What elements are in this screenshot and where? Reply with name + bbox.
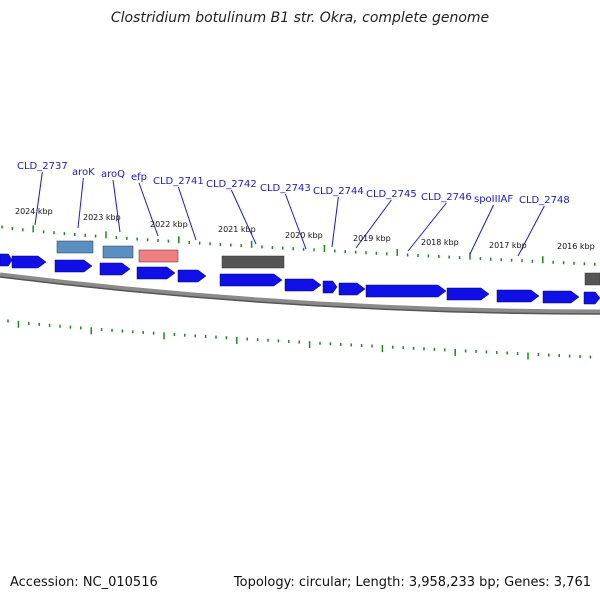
gene-label: aroK bbox=[72, 167, 95, 178]
rna-feature bbox=[56, 240, 94, 254]
gene-label: CLD_2743 bbox=[260, 183, 311, 194]
label-leader-line bbox=[77, 177, 84, 229]
label-leader-line bbox=[112, 179, 121, 233]
cds-feature bbox=[99, 262, 131, 276]
cds-feature bbox=[322, 280, 338, 294]
label-leader-line bbox=[407, 202, 447, 252]
kbp-tick-label: 2016 kbp bbox=[557, 242, 595, 251]
misc-feature bbox=[584, 272, 600, 286]
kbp-tick-label: 2021 kbp bbox=[218, 225, 256, 234]
kbp-tick-label: 2019 kbp bbox=[353, 234, 391, 243]
rna-feature bbox=[102, 245, 134, 259]
label-leader-line bbox=[34, 171, 43, 226]
cds-feature bbox=[177, 269, 207, 283]
label-leader-line bbox=[331, 196, 339, 248]
cds-feature bbox=[54, 259, 93, 273]
kbp-labels: 2024 kbp 2023 kbp 2022 kbp 2021 kbp 2020 kbp… bbox=[15, 207, 595, 251]
cds-feature bbox=[496, 289, 540, 303]
cds-feature bbox=[11, 255, 47, 269]
gene-label: CLD_2742 bbox=[206, 179, 257, 190]
cds-feature bbox=[0, 253, 13, 267]
genome-backbone bbox=[0, 272, 600, 315]
genome-backbone-shade bbox=[0, 276, 600, 315]
gene-label: spoIIIAF bbox=[474, 194, 513, 205]
cds-feature bbox=[284, 278, 322, 292]
cds-feature bbox=[338, 282, 366, 296]
cds-feature bbox=[583, 291, 600, 305]
gene-label: CLD_2741 bbox=[153, 176, 204, 187]
genome-summary-text: Topology: circular; Length: 3,958,233 bp… bbox=[233, 575, 591, 590]
kbp-tick-label: 2017 kbp bbox=[489, 241, 527, 250]
gene-label: aroQ bbox=[101, 169, 125, 180]
gene-label: CLD_2737 bbox=[17, 161, 68, 172]
cds-feature bbox=[219, 273, 283, 287]
misc-feature bbox=[221, 255, 285, 269]
cds-feature bbox=[365, 284, 447, 298]
cds-feature bbox=[542, 290, 580, 304]
label-leader-line bbox=[230, 189, 257, 245]
cds-feature bbox=[136, 266, 176, 280]
gene-label: CLD_2745 bbox=[366, 189, 417, 200]
kbp-tick-label: 2022 kbp bbox=[150, 220, 188, 229]
kbp-tick-label: 2024 kbp bbox=[15, 207, 53, 216]
kbp-tick-label: 2020 kbp bbox=[285, 231, 323, 240]
feature-track bbox=[0, 240, 600, 305]
label-leader-lines bbox=[34, 171, 545, 257]
label-leader-line bbox=[355, 199, 392, 249]
label-leader-line bbox=[517, 205, 545, 257]
gene-label: CLD_2748 bbox=[519, 195, 570, 206]
label-leader-line bbox=[469, 204, 495, 255]
label-leader-line bbox=[177, 186, 197, 241]
inner-tick-marks bbox=[7, 319, 592, 360]
gene-label: CLD_2744 bbox=[313, 186, 364, 197]
highlighted-feature bbox=[138, 249, 179, 263]
cds-feature bbox=[446, 287, 490, 301]
label-leader-line bbox=[138, 182, 159, 237]
gene-label: CLD_2746 bbox=[421, 192, 472, 203]
label-leader-line bbox=[284, 193, 307, 250]
kbp-tick-label: 2023 kbp bbox=[83, 213, 121, 222]
kbp-tick-label: 2018 kbp bbox=[421, 238, 459, 247]
map-title: Clostridium botulinum B1 str. Okra, comp… bbox=[110, 10, 490, 26]
accession-text: Accession: NC_010516 bbox=[10, 575, 158, 590]
gene-label: efp bbox=[131, 172, 147, 183]
